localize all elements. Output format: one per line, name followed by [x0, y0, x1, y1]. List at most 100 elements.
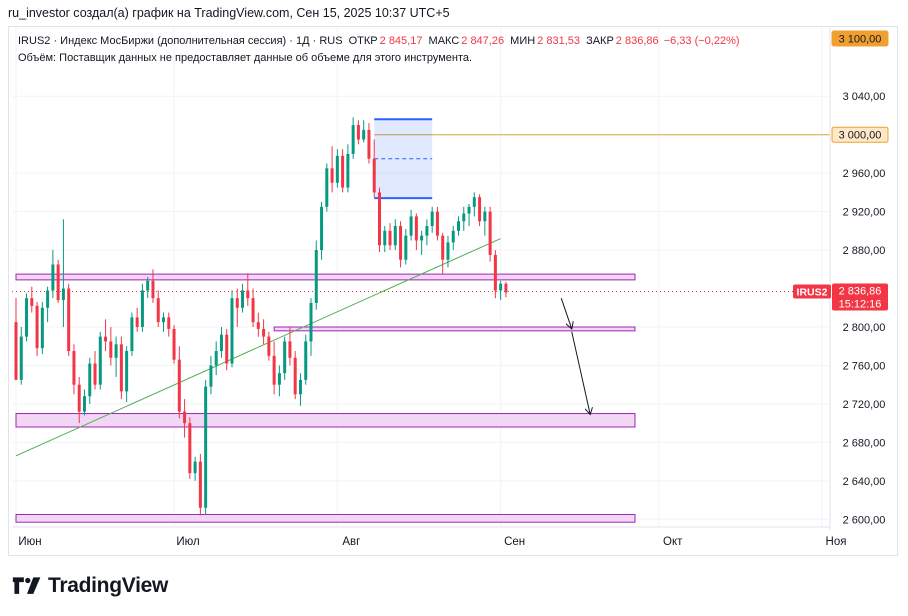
candle-body	[193, 461, 197, 474]
candle-body	[262, 328, 266, 337]
candle	[478, 194, 482, 227]
candle	[177, 346, 181, 419]
price-tag-bg	[832, 283, 888, 311]
candle-body	[367, 129, 371, 159]
candle	[483, 206, 487, 236]
candle	[499, 280, 503, 301]
candle-body	[446, 242, 450, 260]
candle	[288, 327, 292, 366]
candle	[425, 219, 429, 246]
candle-body	[293, 357, 297, 395]
time-tick-label: Июл	[176, 536, 199, 548]
candle	[151, 269, 155, 303]
candle	[277, 365, 281, 397]
trendline-layer	[15, 238, 501, 457]
support-zone-2710	[15, 413, 636, 428]
candle	[167, 312, 171, 337]
time-tick-label: Авг	[342, 536, 360, 548]
level-tag-bg	[831, 126, 889, 143]
candle	[404, 228, 408, 265]
candle	[472, 192, 476, 217]
candle	[367, 123, 371, 164]
candle-body	[109, 341, 113, 358]
candle	[335, 149, 339, 188]
change-value: −6,33 (−0,22%)	[663, 35, 740, 47]
candle	[82, 389, 86, 416]
open-label: ОТКР	[348, 35, 378, 47]
projection-arrow	[560, 297, 572, 329]
price-tick-label: 2 920,00	[843, 207, 886, 219]
candle-body	[346, 153, 350, 188]
candle	[188, 417, 192, 479]
candle-body	[499, 283, 503, 291]
candle	[225, 328, 229, 371]
candle-body	[251, 298, 255, 323]
candle	[430, 206, 434, 233]
candle-body	[25, 298, 29, 337]
candle	[356, 120, 360, 145]
candle-body	[214, 351, 218, 366]
candle	[219, 327, 223, 358]
candle-body	[457, 221, 461, 231]
candle-body	[256, 322, 260, 329]
candle	[19, 327, 23, 385]
horizontal-zones	[12, 134, 830, 523]
price-tag-countdown: 15:12:16	[839, 299, 882, 311]
price-tick-label: 2 640,00	[843, 476, 886, 488]
range-box-layer	[374, 118, 433, 200]
candle	[446, 235, 450, 268]
candle	[304, 334, 308, 385]
price-tick-label: 2 600,00	[843, 514, 886, 526]
candle	[298, 373, 302, 406]
chart-frame	[8, 26, 898, 556]
candle	[114, 336, 118, 377]
candle-body	[40, 307, 44, 349]
candle	[383, 226, 387, 252]
candle-body	[414, 216, 418, 241]
candle-body	[362, 129, 366, 140]
candle-body	[304, 341, 308, 380]
candle-body	[177, 359, 181, 412]
candle	[435, 206, 439, 241]
candle	[320, 202, 324, 260]
candle	[93, 351, 97, 390]
candle	[467, 203, 471, 227]
candle	[130, 312, 134, 356]
tradingview-brand[interactable]: TradingView	[12, 574, 168, 598]
candle	[140, 283, 144, 332]
candle-body	[209, 365, 213, 387]
candle	[119, 336, 123, 400]
candle	[351, 117, 355, 159]
candle	[388, 223, 392, 251]
price-tick-label: 2 680,00	[843, 437, 886, 449]
candle	[293, 351, 297, 400]
candle-body	[125, 351, 129, 392]
candle-body	[478, 197, 482, 222]
candle-body	[309, 302, 313, 342]
candle-body	[98, 336, 102, 385]
candle-body	[425, 226, 429, 236]
price-tick-label: 3 040,00	[843, 91, 886, 103]
candle-body	[298, 379, 302, 395]
candle	[362, 120, 366, 143]
time-axis: Июн Июл Авг Сен Окт Ноя	[12, 526, 846, 548]
candle-body	[235, 298, 239, 308]
candle-body	[430, 211, 434, 227]
candles	[14, 117, 508, 516]
candle-body	[388, 230, 392, 246]
candle-body	[393, 226, 397, 246]
level-tag-label: 3 000,00	[839, 130, 882, 142]
candle-body	[14, 322, 18, 380]
candle	[488, 206, 492, 262]
candle-body	[30, 298, 34, 306]
candle	[146, 277, 150, 299]
candle	[330, 146, 334, 193]
candle-body	[204, 386, 208, 508]
candle-body	[356, 125, 360, 140]
candle	[77, 377, 81, 424]
candle	[183, 399, 187, 438]
low-value: 2 831,53	[537, 35, 580, 47]
candle-body	[162, 317, 166, 323]
candle	[193, 456, 197, 481]
